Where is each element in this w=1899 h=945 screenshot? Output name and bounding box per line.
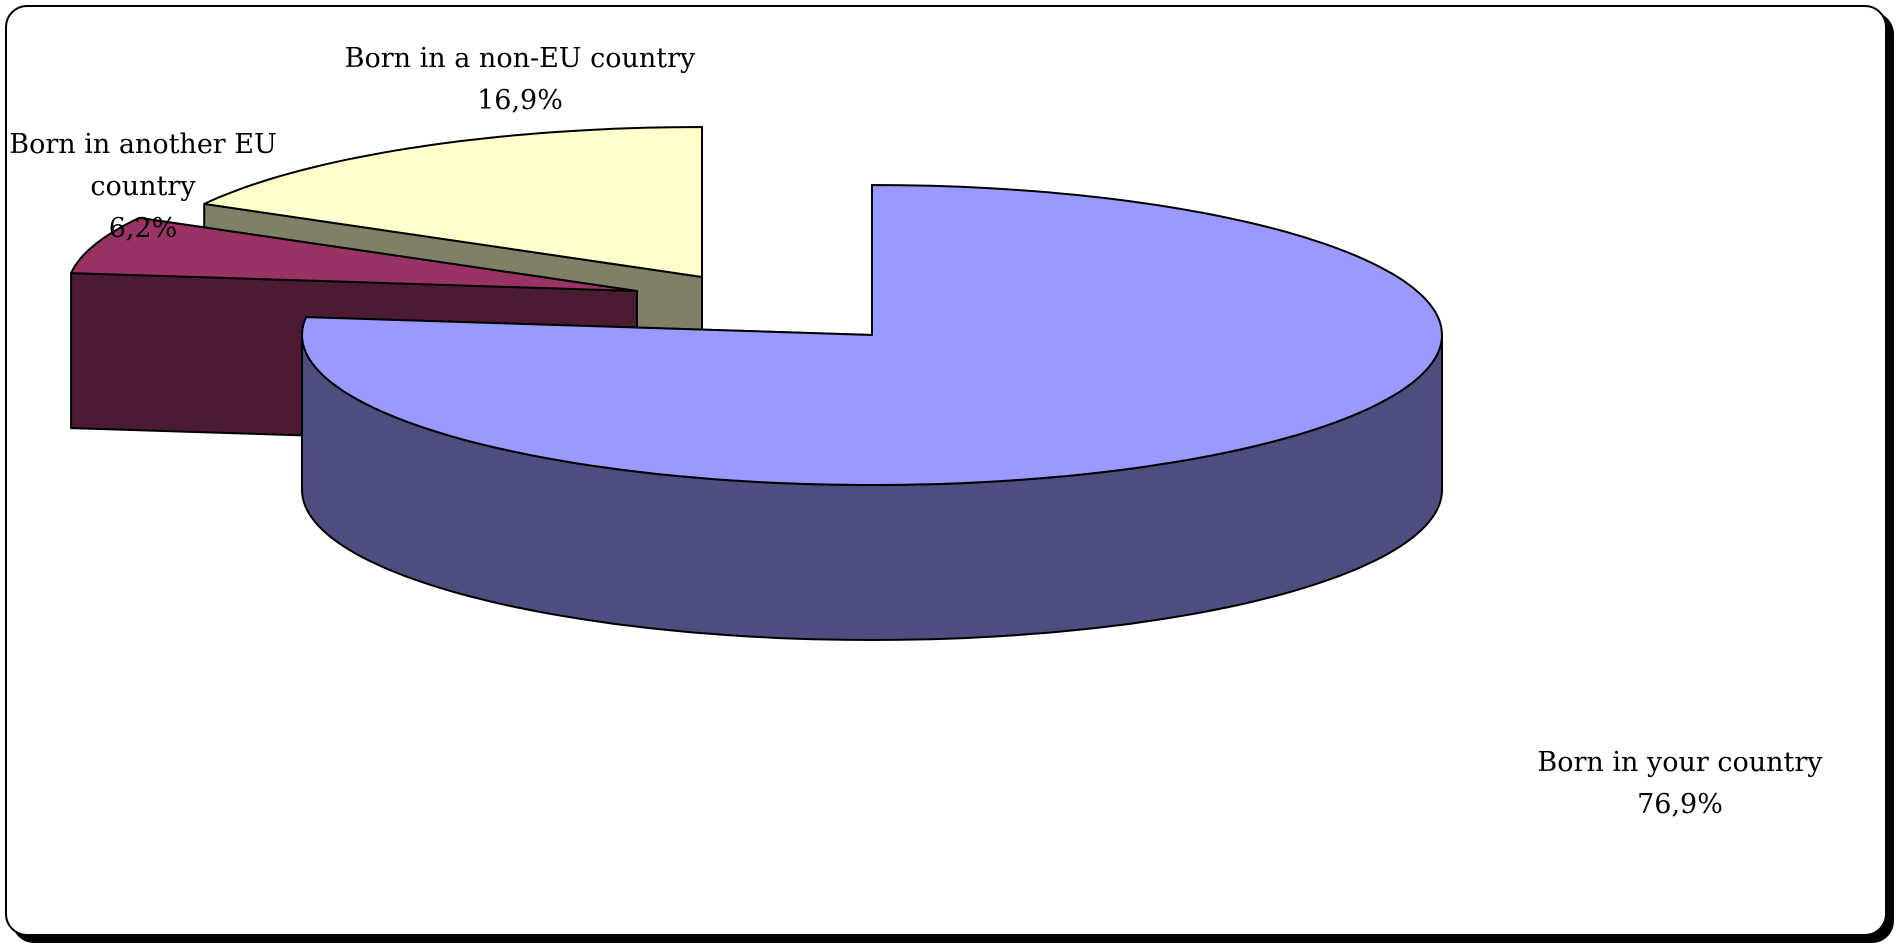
label-born-in-another-eu-country: Born in another EU country 6,2% [8, 124, 278, 250]
label-value: 6,2% [108, 213, 178, 244]
label-value: 76,9% [1637, 789, 1723, 820]
label-name: Born in another EU country [9, 129, 277, 202]
label-born-in-a-non-eu-country: Born in a non-EU country 16,9% [325, 38, 715, 122]
label-name: Born in your country [1537, 747, 1823, 778]
label-born-in-your-country: Born in your country 76,9% [1515, 742, 1845, 826]
slice-born-in-your-country-top [301, 184, 1443, 486]
slice-born-in-a-non-eu-country-top [203, 126, 703, 278]
label-name: Born in a non-EU country [344, 43, 696, 74]
label-value: 16,9% [477, 85, 563, 116]
slice-born-in-another-eu-country-top [70, 216, 638, 292]
